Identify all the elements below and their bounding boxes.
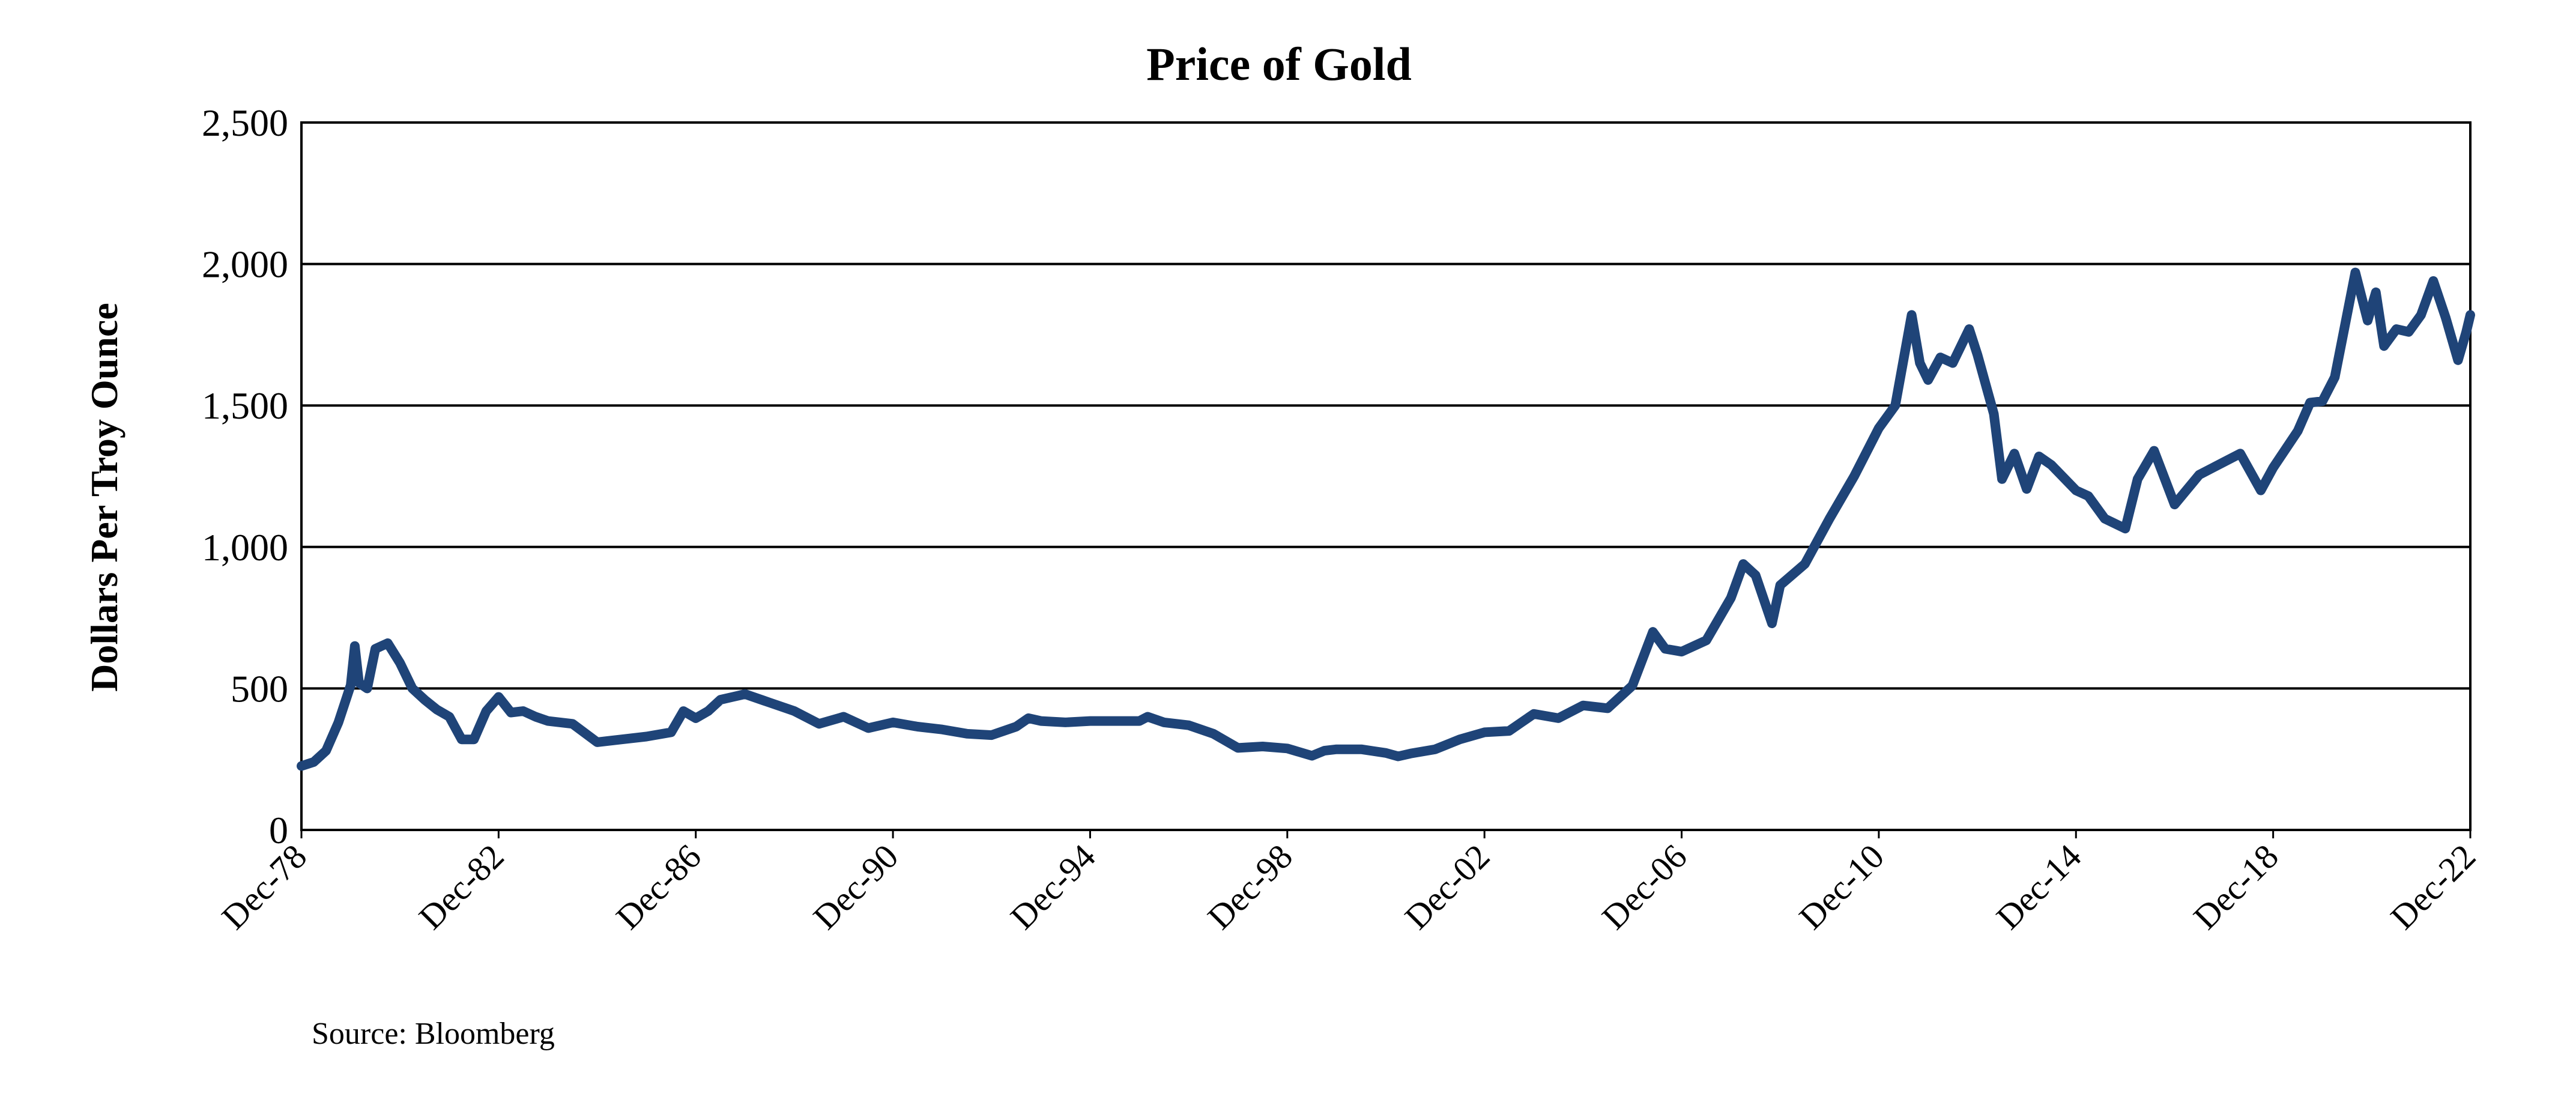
x-tick-label: Dec-78 (214, 837, 315, 937)
x-tick-label: Dec-90 (806, 837, 906, 937)
plot-frame (300, 121, 2472, 831)
x-tick-label: Dec-02 (1397, 837, 1498, 937)
y-tick-label: 2,000 (202, 243, 288, 286)
x-tick-label: Dec-14 (1989, 837, 2089, 937)
source-note: Source: Bloomberg (312, 1017, 555, 1051)
y-tick-label: 1,000 (202, 526, 288, 569)
x-axis-tick-labels: Dec-78 Dec-82 Dec-86 Dec-90 Dec-94 Dec-98 Dec-… (214, 830, 2484, 937)
x-tick-label: Dec-94 (1003, 837, 1103, 937)
x-tick-label: Dec-18 (2186, 837, 2286, 937)
x-tick-label: Dec-82 (411, 837, 512, 937)
y-tick-label: 2,500 (202, 101, 288, 144)
x-tick-label: Dec-06 (1594, 837, 1695, 937)
y-axis-label: Dollars Per Troy Ounce (83, 303, 125, 692)
gold-price-line (297, 267, 2475, 771)
x-tick-label: Dec-98 (1200, 837, 1300, 937)
gridlines (301, 262, 2470, 690)
y-tick-label: 1,500 (202, 384, 288, 427)
chart-title: Price of Gold (1146, 38, 1412, 90)
y-tick-label: 0 (269, 809, 288, 852)
x-tick-label: Dec-86 (608, 837, 709, 937)
x-tick-label: Dec-10 (1791, 837, 1891, 937)
y-tick-label: 500 (231, 667, 288, 710)
y-axis-tick-labels: 0 500 1,000 1,500 2,000 2,500 (202, 101, 288, 852)
x-tick-label: Dec-22 (2383, 837, 2484, 937)
